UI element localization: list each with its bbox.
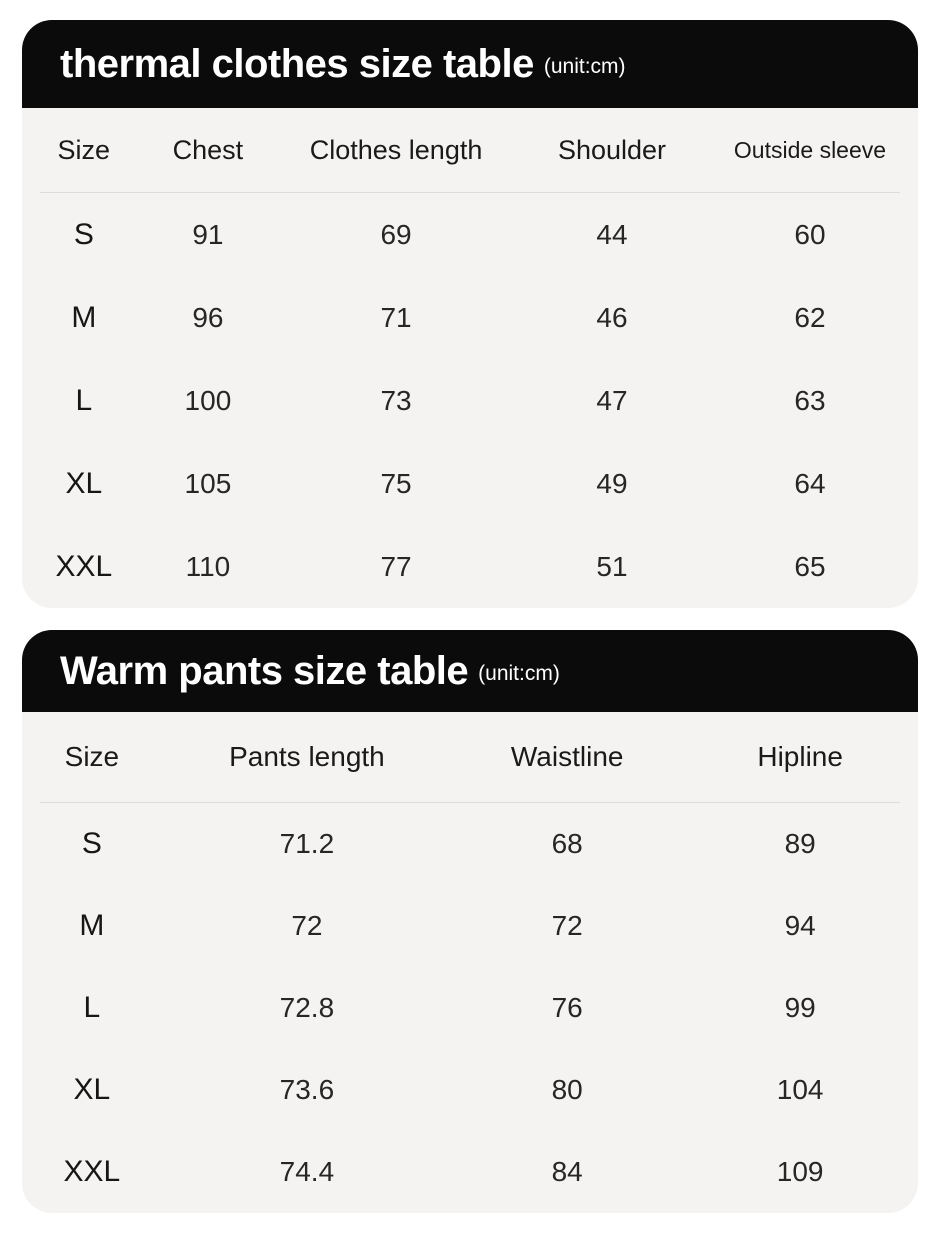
header-divider <box>40 802 900 803</box>
column-header-shoulder: Shoulder <box>557 134 667 165</box>
value-cell: 71.2 <box>279 828 335 859</box>
size-cell: XL <box>73 1073 111 1106</box>
table-row-l: L 72.8 76 99 <box>22 967 918 1049</box>
table-row-s: S 91 69 44 60 <box>22 193 918 276</box>
value-cell: 80 <box>551 1074 583 1105</box>
size-cell: S <box>81 827 102 860</box>
column-header-hipline: Hipline <box>757 741 843 772</box>
value-cell: 109 <box>776 1156 824 1187</box>
warm-pants-size-card: Warm pants size table (unit:cm) Size Pan… <box>22 630 918 1213</box>
thermal-clothes-column-headers: Size Chest Clothes length Shoulder Outsi… <box>22 108 918 192</box>
value-cell: 69 <box>380 218 412 250</box>
value-cell: 94 <box>784 910 816 941</box>
size-cell: L <box>83 991 101 1024</box>
table-row-m: M 96 71 46 62 <box>22 276 918 359</box>
value-cell: 74.4 <box>279 1156 335 1187</box>
size-cell: XXL <box>63 1155 121 1188</box>
value-cell: 75 <box>380 467 412 499</box>
thermal-clothes-table: Size Chest Clothes length Shoulder Outsi… <box>22 108 918 608</box>
value-cell: 47 <box>596 384 628 416</box>
value-cell: 77 <box>380 550 412 582</box>
value-cell: 110 <box>185 550 231 582</box>
value-cell: 89 <box>784 828 816 859</box>
value-cell: 72.8 <box>279 992 335 1023</box>
column-header-chest: Chest <box>172 134 244 165</box>
value-cell: 73.6 <box>279 1074 335 1105</box>
value-cell: 100 <box>184 384 232 416</box>
value-cell: 44 <box>596 218 628 250</box>
column-header-size: Size <box>64 741 120 772</box>
warm-pants-header-bar: Warm pants size table (unit:cm) <box>22 630 918 712</box>
table-row-m: M 72 72 94 <box>22 885 918 967</box>
size-cell: S <box>73 217 94 251</box>
warm-pants-table: Size Pants length Waistline Hipline S 71… <box>22 712 918 1213</box>
value-cell: 99 <box>784 992 816 1023</box>
column-header-waistline: Waistline <box>510 741 624 772</box>
value-cell: 60 <box>794 218 826 250</box>
value-cell: 71 <box>380 301 412 333</box>
header-divider <box>40 192 900 193</box>
size-cell: XXL <box>55 549 113 583</box>
thermal-clothes-header-bar: thermal clothes size table (unit:cm) <box>22 20 918 108</box>
warm-pants-title: Warm pants size table <box>60 649 469 693</box>
warm-pants-unit-note: (unit:cm) <box>478 662 560 685</box>
size-cell: XL <box>65 466 103 500</box>
thermal-clothes-size-card: thermal clothes size table (unit:cm) Siz… <box>22 20 918 608</box>
value-cell: 62 <box>794 301 826 333</box>
value-cell: 91 <box>192 218 224 250</box>
value-cell: 84 <box>551 1156 583 1187</box>
table-row-s: S 71.2 68 89 <box>22 803 918 885</box>
value-cell: 65 <box>794 550 826 582</box>
table-row-xxl: XXL 110 77 51 65 <box>22 525 918 608</box>
value-cell: 72 <box>551 910 583 941</box>
size-cell: M <box>79 909 105 942</box>
table-row-xl: XL 105 75 49 64 <box>22 442 918 525</box>
table-row-xl: XL 73.6 80 104 <box>22 1049 918 1131</box>
value-cell: 105 <box>184 467 232 499</box>
warm-pants-column-headers: Size Pants length Waistline Hipline <box>22 712 918 802</box>
size-cell: L <box>75 383 93 417</box>
thermal-clothes-title: thermal clothes size table <box>60 42 534 86</box>
value-cell: 64 <box>794 467 826 499</box>
value-cell: 49 <box>596 467 628 499</box>
column-header-clothes-length: Clothes length <box>309 134 483 165</box>
value-cell: 68 <box>551 828 583 859</box>
table-row-l: L 100 73 47 63 <box>22 359 918 442</box>
table-row-xxl: XXL 74.4 84 109 <box>22 1131 918 1213</box>
column-header-size: Size <box>57 134 111 165</box>
size-cell: M <box>71 300 97 334</box>
value-cell: 104 <box>776 1074 824 1105</box>
column-header-pants-length: Pants length <box>229 741 385 772</box>
value-cell: 76 <box>551 992 583 1023</box>
value-cell: 46 <box>596 301 628 333</box>
value-cell: 51 <box>596 550 628 582</box>
column-header-outside-sleeve: Outside sleeve <box>733 136 887 163</box>
value-cell: 96 <box>192 301 224 333</box>
value-cell: 72 <box>291 910 323 941</box>
value-cell: 73 <box>380 384 412 416</box>
thermal-clothes-unit-note: (unit:cm) <box>543 55 626 78</box>
value-cell: 63 <box>794 384 826 416</box>
